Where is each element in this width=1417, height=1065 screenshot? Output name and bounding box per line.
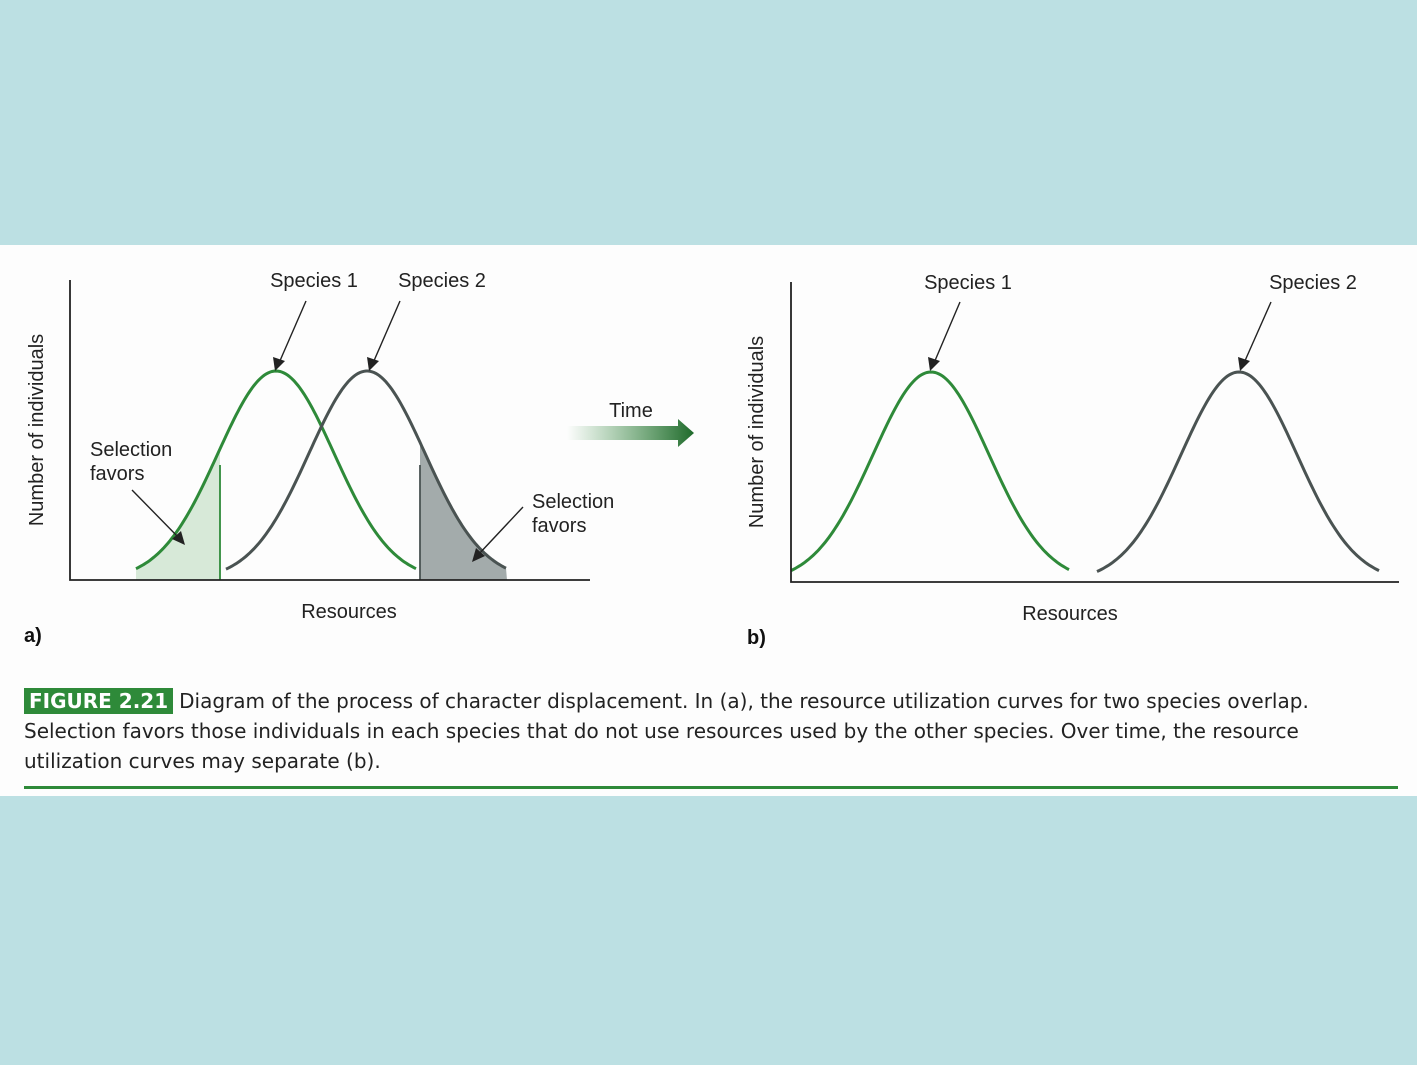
selection-shade-species2 <box>420 442 507 580</box>
y-axis-label-b: Number of individuals <box>746 336 768 528</box>
selection-arrowhead-left <box>172 531 185 545</box>
selection-arrowhead-right <box>472 548 485 562</box>
species1-curve-b <box>790 370 1070 572</box>
species2-pointer-b <box>1243 301 1272 364</box>
species2-curve-b <box>1096 370 1380 573</box>
caption-rule <box>24 786 1398 789</box>
axes-b <box>790 282 1399 583</box>
species1-label-a: Species 1 <box>270 270 358 292</box>
selection-pointer-left <box>131 489 181 540</box>
time-arrow: Time <box>567 400 694 447</box>
selection-label-right-line1: Selection <box>532 491 614 513</box>
figure-panel: Number of individuals Resources a) Speci… <box>0 245 1417 796</box>
species1-label-b: Species 1 <box>924 272 1012 294</box>
species1-pointer-b <box>933 301 961 364</box>
time-label: Time <box>609 400 653 422</box>
species1-arrowhead-b <box>928 357 940 371</box>
species2-label-a: Species 2 <box>398 270 486 292</box>
x-axis-label-a: Resources <box>301 601 397 623</box>
selection-pointer-right <box>477 506 524 556</box>
species1-arrowhead-a <box>273 357 285 371</box>
figure-tag: FIGURE 2.21 <box>24 688 174 714</box>
selection-label-right-line2: favors <box>532 515 586 537</box>
panel-b: Number of individuals Resources b) Speci… <box>746 272 1399 649</box>
selection-label-left-line1: Selection <box>90 439 172 461</box>
y-axis-label-a: Number of individuals <box>26 334 48 526</box>
panel-b-label: b) <box>747 627 766 649</box>
axes-a <box>69 280 590 581</box>
species1-pointer-a <box>278 300 307 364</box>
panel-a-label: a) <box>24 625 42 647</box>
species2-arrowhead-b <box>1238 357 1250 371</box>
species2-pointer-a <box>372 300 401 364</box>
selection-label-left-line2: favors <box>90 463 144 485</box>
species2-arrowhead-a <box>367 357 379 371</box>
panel-a: Number of individuals Resources a) Speci… <box>24 270 614 647</box>
time-arrow-shape <box>567 419 694 447</box>
species2-curve-a <box>225 369 507 571</box>
species1-curve-a <box>135 369 417 571</box>
character-displacement-diagram: Number of individuals Resources a) Speci… <box>24 270 1399 649</box>
species2-label-b: Species 2 <box>1269 272 1357 294</box>
selection-shade-species1 <box>136 448 220 580</box>
x-axis-label-b: Resources <box>1022 603 1118 625</box>
caption-text: Diagram of the process of character disp… <box>24 689 1309 773</box>
figure-caption: FIGURE 2.21 Diagram of the process of cha… <box>24 686 1399 776</box>
